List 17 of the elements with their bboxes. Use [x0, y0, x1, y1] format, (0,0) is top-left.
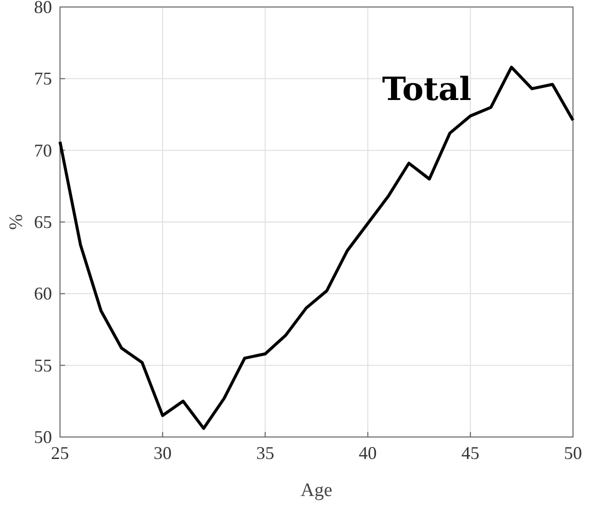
x-tick-label: 45 [461, 443, 480, 463]
x-tick-label: 30 [154, 443, 172, 463]
x-tick-label: 35 [256, 443, 274, 463]
y-tick-label: 50 [34, 427, 52, 447]
y-tick-label: 70 [34, 140, 52, 160]
series-label: Total [382, 70, 472, 108]
y-tick-label: 65 [34, 212, 52, 232]
x-tick-label: 25 [51, 443, 69, 463]
x-tick-label: 50 [564, 443, 582, 463]
x-axis-title: Age [300, 480, 332, 501]
y-tick-label: 60 [34, 284, 52, 304]
y-axis-title: % [6, 214, 27, 230]
x-tick-label: 40 [358, 443, 377, 463]
y-tick-label: 80 [34, 0, 52, 17]
line-series [58, 66, 574, 430]
y-tick-label: 75 [34, 68, 52, 89]
y-tick-label: 55 [34, 355, 52, 376]
